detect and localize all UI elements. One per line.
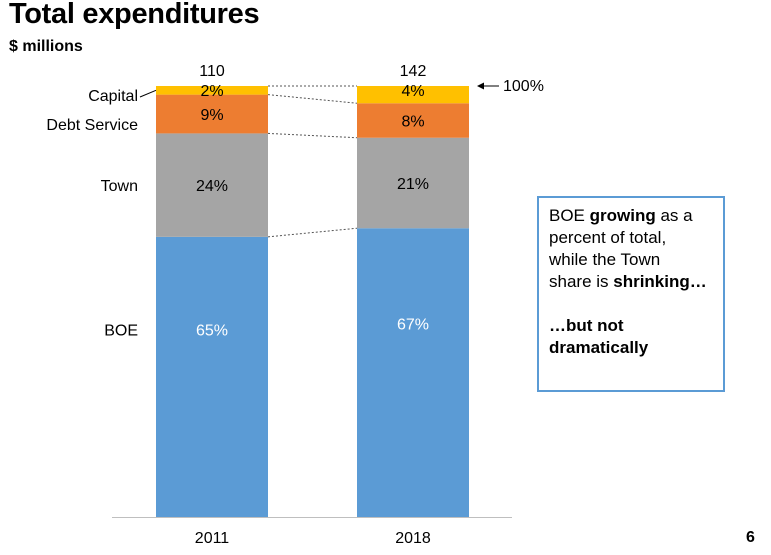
data-label-debt-service-2018: 8% (401, 113, 424, 130)
bar-segment-boe-2018 (357, 228, 469, 518)
total-arrow-icon (477, 82, 484, 90)
bar-segment-debt-service-2011 (156, 94, 268, 134)
data-label-boe-2011: 65% (196, 322, 228, 339)
callout-line-5: …but not (549, 316, 624, 335)
bar-segment-boe-2011 (156, 236, 268, 517)
callout-line-2: percent of total, (549, 228, 667, 247)
callout-line-3: while the Town (549, 250, 661, 269)
bar-segment-capital-2018 (357, 86, 469, 104)
capital-leader-line (139, 89, 157, 98)
x-tick-label-2018: 2018 (395, 530, 431, 547)
bar-segment-town-2018 (357, 137, 469, 229)
page-title: Total expenditures (9, 0, 260, 30)
data-label-capital-2018: 4% (401, 83, 424, 100)
total-label-2011: 110 (199, 63, 225, 80)
bar-segment-town-2011 (156, 133, 268, 237)
bar-segment-capital-2011 (156, 86, 268, 95)
bar-segment-debt-service-2018 (357, 103, 469, 138)
data-label-boe-2018: 67% (397, 317, 429, 334)
total-percent-label: 100% (503, 78, 544, 95)
total-label-2018: 142 (400, 63, 427, 80)
series-label-debt-service: Debt Service (46, 117, 138, 134)
callout-line-6: dramatically (549, 338, 649, 357)
series-label-capital: Capital (88, 88, 138, 105)
connector-line-debt-service (267, 94, 358, 104)
data-label-town-2018: 21% (397, 176, 429, 193)
series-label-town: Town (101, 178, 138, 195)
data-label-capital-2011: 2% (200, 83, 223, 100)
callout-box: BOE growing as a percent of total, while… (537, 196, 725, 392)
x-tick-label-2011: 2011 (195, 530, 230, 547)
page-subtitle: $ millions (9, 38, 83, 55)
connector-line-boe (267, 227, 358, 238)
page-number: 6 (746, 529, 755, 546)
data-label-debt-service-2011: 9% (200, 107, 223, 124)
series-label-boe: BOE (104, 322, 138, 339)
connector-line-town (267, 132, 358, 139)
data-label-town-2011: 24% (196, 178, 228, 195)
callout-line-4: share is shrinking… (549, 272, 707, 291)
callout-line-1: BOE growing as a (549, 206, 693, 225)
